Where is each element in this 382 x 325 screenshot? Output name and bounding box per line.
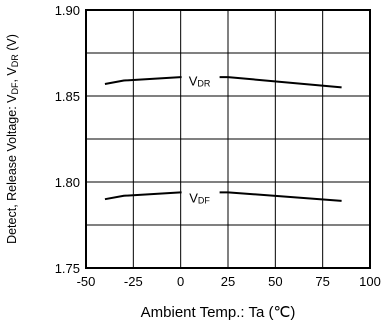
x-tick-label: 0 (177, 274, 184, 289)
x-tick-label: 50 (268, 274, 282, 289)
x-axis-label: Ambient Temp.: Ta (℃) (141, 304, 296, 321)
x-tick-label: 75 (315, 274, 329, 289)
y-tick-label: 1.90 (55, 3, 80, 18)
y-tick-label: 1.75 (55, 261, 80, 276)
y-axis-label-sub: DF (10, 82, 20, 94)
series-label-background (181, 189, 220, 208)
x-tick-label: -50 (77, 274, 96, 289)
y-axis-label-part: Detect, Release Voltage: V (5, 94, 19, 244)
y-axis-label-part: (V) (5, 34, 19, 54)
series-line-vdr (104, 76, 342, 89)
y-axis-label-sub: DR (10, 54, 20, 67)
series-label-sub: DF (198, 196, 210, 206)
y-tick-label: 1.85 (55, 89, 80, 104)
x-tick-label: 25 (221, 274, 235, 289)
series-label-background (181, 72, 220, 91)
series-label-vdr: VDR (189, 74, 211, 89)
series-label-vdf: VDF (189, 191, 210, 206)
y-axis-label: Detect, Release Voltage: VDF, VDR (V) (5, 34, 20, 244)
y-axis-ticks: 1.75 1.80 1.85 1.90 (55, 3, 80, 276)
x-axis-ticks: -50 -25 0 25 50 75 100 (77, 274, 381, 289)
x-tick-label: -25 (124, 274, 143, 289)
grid-lines (85, 9, 371, 269)
series-label-sub: DR (197, 79, 210, 89)
series-label-main: V (189, 74, 198, 89)
plot-frame (85, 9, 371, 269)
series-label-main: V (189, 191, 198, 206)
y-tick-label: 1.80 (55, 175, 80, 190)
x-tick-label: 100 (359, 274, 381, 289)
series-line-vdf (104, 191, 342, 202)
y-axis-label-part: , V (5, 67, 19, 83)
